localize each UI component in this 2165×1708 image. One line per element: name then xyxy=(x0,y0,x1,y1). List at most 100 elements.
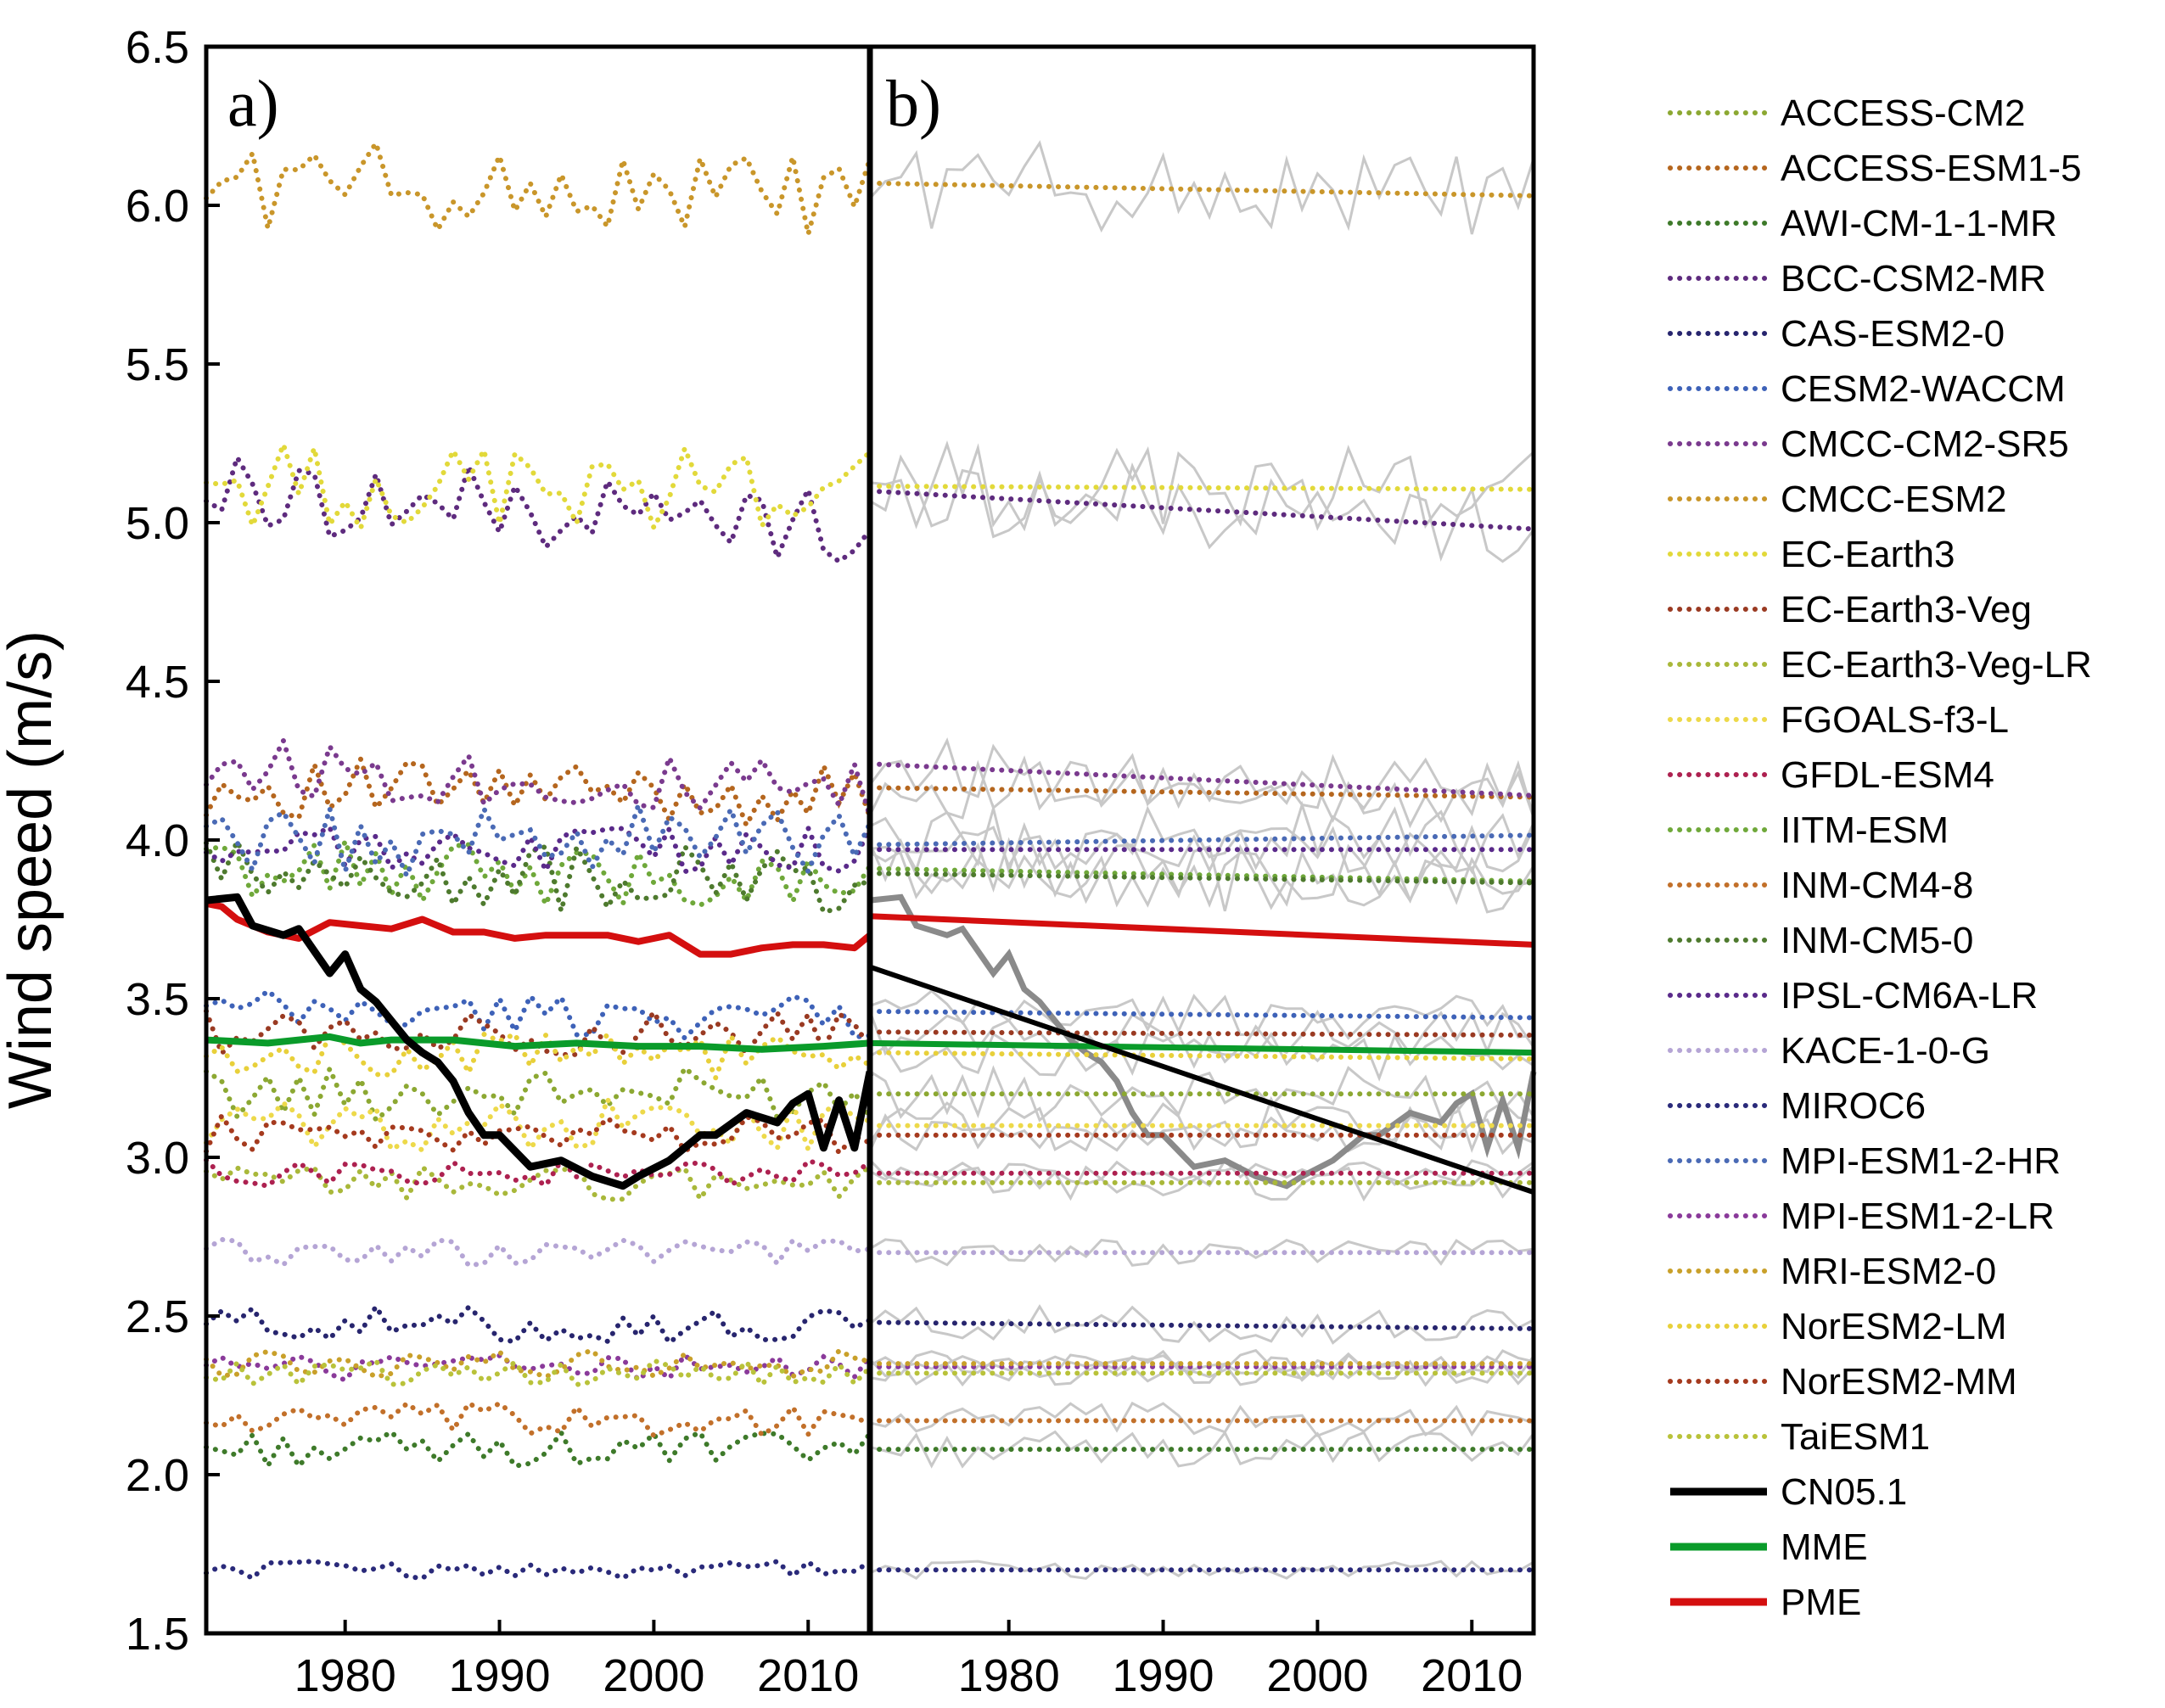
series-MRI-ESM2-0 xyxy=(204,1347,872,1380)
legend-label-NorESM2-LM: NorESM2-LM xyxy=(1781,1306,2007,1347)
series-INM-CM5-0 xyxy=(204,834,872,916)
trend-CN05.1 xyxy=(869,964,1534,1195)
legend-label-AWI-CM-1-1-MR: AWI-CM-1-1-MR xyxy=(1781,203,2057,244)
series-gray-CMCC-ESM2 xyxy=(868,140,1535,235)
legend-label-IPSL-CM6A-LR: IPSL-CM6A-LR xyxy=(1781,975,2038,1016)
series-PME xyxy=(205,899,872,958)
series-CESM2-WACCM xyxy=(204,987,872,1043)
legend: ACCESS-CM2 ACCESS-ESM1-5 AWI-CM-1-1-MR BCC-… xyxy=(1668,92,2092,1623)
series-gray-GFDL-ESM4 xyxy=(868,1158,1534,1188)
series-CMCC-ESM2 xyxy=(204,137,872,236)
x-tick-label-a: 1980 xyxy=(294,1650,396,1701)
series-MME xyxy=(205,1033,871,1053)
trend-MPI-ESM1-2-HR xyxy=(867,832,1536,848)
series-ACCESS-ESM1-5 xyxy=(204,751,872,832)
x-tick-label-b: 2000 xyxy=(1266,1650,1368,1701)
series-gray-IPSL-CM6A-LR xyxy=(869,824,1535,874)
y-tick-labels: 1.5 2.0 2.5 3.0 3.5 4.0 4.5 5.0 5.5 6.0 6.5 xyxy=(126,22,189,1660)
series-GFDL-ESM4 xyxy=(204,1156,872,1190)
series-gray-INM-CM4-8 xyxy=(869,1401,1534,1437)
legend-label-FGOALS-f3-L: FGOALS-f3-L xyxy=(1781,699,2009,741)
legend-label-IITM-ESM: IITM-ESM xyxy=(1781,809,1949,851)
trend-CMCC-ESM2 xyxy=(867,180,1536,199)
trend-CMCC-CM2-SR5 xyxy=(867,761,1536,798)
legend-label-KACE-1-0-G: KACE-1-0-G xyxy=(1781,1030,1990,1072)
series-gray-NorESM2-MM xyxy=(868,1112,1534,1156)
legend-label-ACCESS-CM2: ACCESS-CM2 xyxy=(1781,92,2026,134)
trend-BCC-CSM2-MR xyxy=(867,488,1536,532)
series-gray-CAS-ESM2-0 xyxy=(869,1304,1534,1345)
panel-a-label: a) xyxy=(227,66,279,140)
x-tick-labels: 1980 1990 2000 2010 1980 1990 2000 2010 xyxy=(294,1650,1523,1701)
x-tick-label-a: 1990 xyxy=(448,1650,550,1701)
x-tick-label-b: 2010 xyxy=(1421,1650,1523,1701)
legend-label-MPI-ESM1-2-HR: MPI-ESM1-2-HR xyxy=(1781,1140,2061,1182)
y-tick-label: 4.0 xyxy=(126,815,189,866)
legend-label-BCC-CSM2-MR: BCC-CSM2-MR xyxy=(1781,258,2046,300)
legend-label-MRI-ESM2-0: MRI-ESM2-0 xyxy=(1781,1251,1996,1292)
trend-PME xyxy=(869,913,1534,948)
legend-label-NorESM2-MM: NorESM2-MM xyxy=(1781,1361,2017,1403)
legend-label-INM-CM5-0: INM-CM5-0 xyxy=(1781,920,1973,961)
series-gray-ACCESS-CM2 xyxy=(869,1065,1535,1123)
y-tick-label: 2.5 xyxy=(126,1291,189,1342)
axes-frame xyxy=(204,44,1536,1636)
legend-label-EC-Earth3-Veg-LR: EC-Earth3-Veg-LR xyxy=(1781,644,2092,686)
series-gray-MPI-ESM1-2-HR xyxy=(869,800,1535,880)
series-ACCESS-CM2 xyxy=(204,1061,872,1125)
legend-label-CMCC-CM2-SR5: CMCC-CM2-SR5 xyxy=(1781,423,2069,465)
y-axis-label: Wind speed (m/s) xyxy=(0,630,65,1109)
x-tick-label-a: 2000 xyxy=(603,1650,704,1701)
trend-CAS-ESM2-0 xyxy=(867,1319,1536,1331)
y-tick-label: 4.5 xyxy=(126,657,189,708)
y-tick-label: 6.5 xyxy=(126,22,189,73)
x-tick-label-a: 2010 xyxy=(757,1650,859,1701)
series-gray-EC-Earth3 xyxy=(869,440,1535,532)
legend-label-ACCESS-ESM1-5: ACCESS-ESM1-5 xyxy=(1781,148,2082,189)
series-EC-Earth3 xyxy=(204,436,872,535)
y-tick-label: 5.5 xyxy=(126,339,189,390)
legend-label-MPI-ESM1-2-LR: MPI-ESM1-2-LR xyxy=(1781,1196,2055,1237)
legend-label-EC-Earth3-Veg: EC-Earth3-Veg xyxy=(1781,589,2032,630)
panel-b-plot xyxy=(867,140,1537,1580)
series-CN05.1 xyxy=(205,893,874,1190)
trend-MME xyxy=(869,1039,1534,1056)
series-IPSL-CM6A-LR xyxy=(204,820,872,877)
y-tick-label: 5.0 xyxy=(126,498,189,549)
series-TaiESM1 xyxy=(204,1357,872,1390)
x-tick-label-b: 1980 xyxy=(958,1650,1060,1701)
series-AWI-CM-1-1-MR xyxy=(204,1427,872,1472)
trend-ACCESS-ESM1-5 xyxy=(867,785,1536,800)
legend-label-INM-CM4-8: INM-CM4-8 xyxy=(1781,865,1973,906)
trend-EC-Earth3-Veg xyxy=(867,1029,1536,1039)
legend-label-MME: MME xyxy=(1781,1526,1868,1568)
series-MPI-ESM1-2-LR xyxy=(204,1351,872,1384)
series-gray-BCC-CSM2-MR xyxy=(869,454,1535,563)
trend-NorESM2-LM xyxy=(867,1050,1536,1062)
legend-label-EC-Earth3: EC-Earth3 xyxy=(1781,534,1955,575)
series-gray-ACCESS-ESM1-5 xyxy=(868,755,1535,829)
series-MPI-ESM1-2-HR xyxy=(204,796,872,883)
series-gray-CN05.1 xyxy=(869,893,1537,1190)
series-INM-CM4-8 xyxy=(204,1399,872,1440)
panel-a-plot xyxy=(204,137,874,1582)
trend-CESM2-WACCM xyxy=(867,1008,1536,1021)
series-KACE-1-0-G xyxy=(204,1236,872,1268)
series-FGOALS-f3-L xyxy=(204,1093,872,1157)
trend-EC-Earth3 xyxy=(867,483,1536,492)
y-tick-label: 3.0 xyxy=(126,1133,189,1184)
y-tick-label: 2.0 xyxy=(126,1450,189,1501)
series-EC-Earth3-Veg-LR xyxy=(204,1162,872,1205)
x-tick-label-b: 1990 xyxy=(1112,1650,1214,1701)
series-gray-EC-Earth3-Veg-LR xyxy=(869,1164,1534,1202)
panel-b-label: b) xyxy=(886,66,941,140)
legend-label-PME: PME xyxy=(1781,1582,1861,1623)
legend-label-CMCC-ESM2: CMCC-ESM2 xyxy=(1781,479,2006,520)
trend-IITM-ESM xyxy=(867,865,1536,884)
legend-label-CAS-ESM2-0: CAS-ESM2-0 xyxy=(1781,313,2005,355)
legend-label-GFDL-ESM4: GFDL-ESM4 xyxy=(1781,754,1994,796)
legend-label-TaiESM1: TaiESM1 xyxy=(1781,1416,1930,1458)
series-gray-CMCC-CM2-SR5 xyxy=(868,737,1535,817)
series-gray-FGOALS-f3-L xyxy=(868,1095,1534,1153)
